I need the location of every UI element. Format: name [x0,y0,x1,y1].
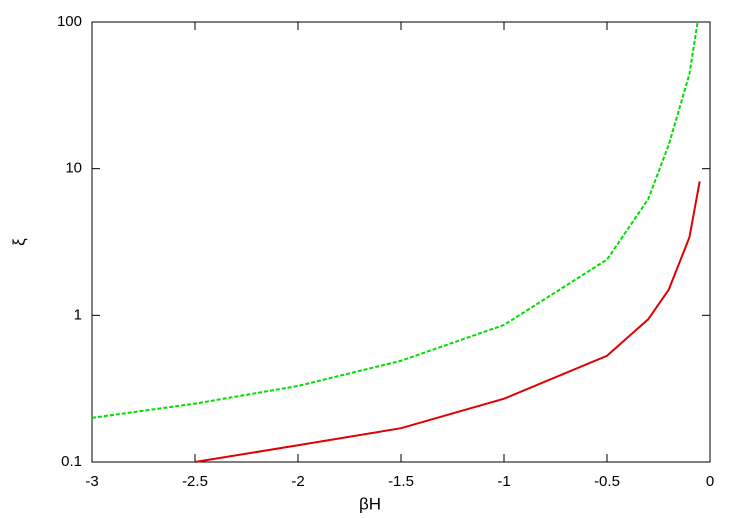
x-tick-label: 0 [706,473,714,490]
y-axis-label: ξ [9,238,28,246]
y-tick-label: 10 [65,160,82,177]
x-tick-label: -2 [291,473,304,490]
x-tick-label: -2.5 [182,473,208,490]
plot-frame [91,21,711,463]
y-tick-label: 1 [74,306,82,323]
x-tick-label: -0.5 [594,473,620,490]
x-axis-label: βH [359,494,381,513]
x-tick-label: -1.5 [388,473,414,490]
y-tick-label: 100 [57,13,82,30]
series-line [91,21,699,419]
y-tick-label: 0.1 [61,453,82,470]
x-tick-label: -3 [85,473,98,490]
x-tick-label: -1 [497,473,510,490]
series-line [194,181,701,463]
